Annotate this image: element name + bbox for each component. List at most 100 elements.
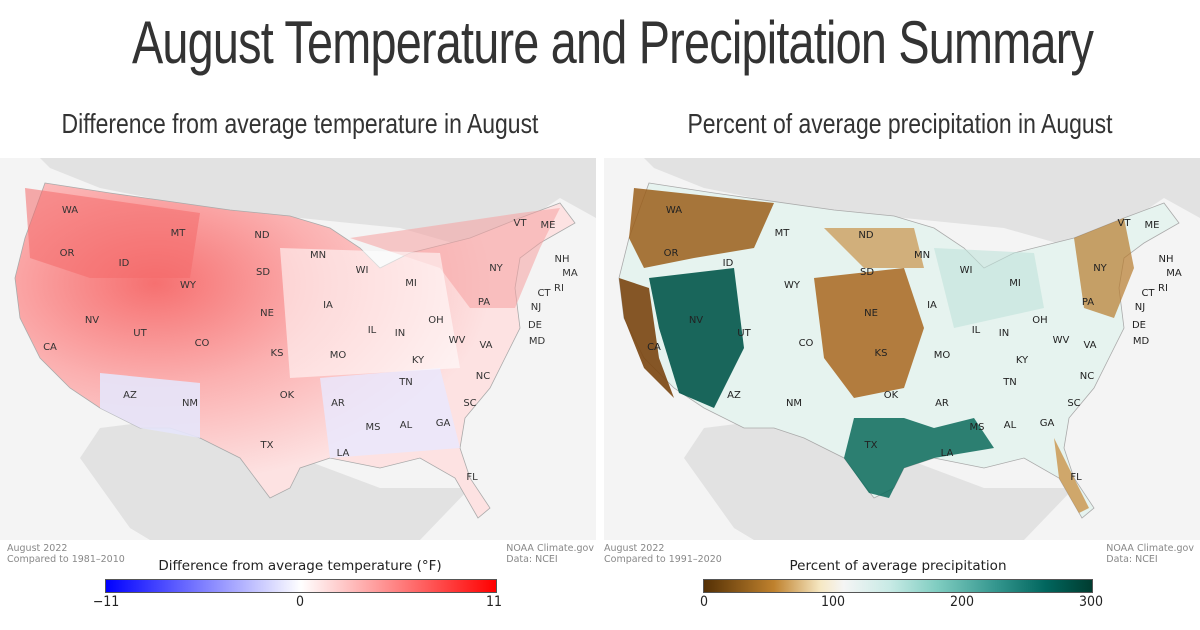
- state-label-nm: NM: [182, 398, 198, 409]
- state-label-co: CO: [195, 338, 210, 349]
- state-label-de: DE: [528, 320, 542, 331]
- state-label-mn: MN: [310, 250, 326, 261]
- state-label-or: OR: [664, 248, 679, 259]
- great-basin-wet-region: [649, 268, 744, 408]
- state-label-fl: FL: [466, 472, 478, 483]
- state-label-wv: WV: [449, 335, 466, 346]
- state-label-nj: NJ: [531, 302, 541, 313]
- precipitation-legend: August 2022 Compared to 1991–2020 NOAA C…: [600, 541, 1200, 630]
- florida-dry-region: [1054, 438, 1089, 513]
- state-label-va: VA: [479, 340, 492, 351]
- state-label-nh: NH: [555, 254, 570, 265]
- temperature-tick-min: −11: [92, 594, 120, 610]
- plains-dry-region: [814, 268, 924, 398]
- state-label-ne: NE: [260, 308, 274, 319]
- state-label-sd: SD: [256, 267, 270, 278]
- gulf-wet-region: [844, 418, 994, 498]
- precipitation-data-source: Data: NCEI: [1106, 554, 1158, 565]
- state-label-wi: WI: [960, 265, 973, 276]
- state-label-mo: MO: [934, 350, 951, 361]
- state-label-tn: TN: [1002, 377, 1017, 388]
- temperature-legend-title: Difference from average temperature (°F): [158, 558, 442, 574]
- northeast-dry-region: [1074, 218, 1134, 318]
- midwest-neutral-region: [280, 248, 460, 378]
- page-title: August Temperature and Precipitation Sum…: [132, 9, 1094, 76]
- state-label-md: MD: [1133, 336, 1150, 347]
- temperature-colorbar: [105, 579, 497, 593]
- state-label-me: ME: [1145, 220, 1160, 231]
- state-label-mt: MT: [775, 228, 791, 239]
- state-label-me: ME: [541, 220, 556, 231]
- precipitation-baseline: Compared to 1991–2020: [604, 554, 722, 565]
- great-lakes-wet-region: [934, 248, 1044, 328]
- state-label-nc: NC: [476, 371, 490, 382]
- state-label-sc: SC: [1067, 398, 1080, 409]
- state-label-nv: NV: [689, 315, 703, 326]
- state-label-al: AL: [1004, 420, 1017, 431]
- state-label-ri: RI: [1158, 283, 1168, 294]
- state-label-ms: MS: [970, 422, 985, 433]
- state-label-pa: PA: [1082, 297, 1094, 308]
- state-label-mo: MO: [330, 350, 347, 361]
- state-label-va: VA: [1083, 340, 1096, 351]
- state-label-nm: NM: [786, 398, 802, 409]
- state-label-wa: WA: [62, 205, 78, 216]
- temperature-legend: August 2022 Compared to 1981–2010 NOAA C…: [0, 541, 600, 630]
- state-label-mn: MN: [914, 250, 930, 261]
- precipitation-map-svg: WA OR CA ID NV MT WY UT AZ CO NM ND SD NE KS OK TX MN IA MO…: [618, 158, 1200, 540]
- state-label-ut: UT: [737, 328, 751, 339]
- state-label-ks: KS: [875, 348, 888, 359]
- state-label-mt: MT: [171, 228, 187, 239]
- state-label-nd: ND: [858, 230, 873, 241]
- state-label-sd: SD: [860, 267, 874, 278]
- state-label-mi: MI: [1009, 278, 1021, 289]
- state-label-id: ID: [119, 258, 130, 269]
- state-label-az: AZ: [123, 390, 137, 401]
- precipitation-tick-0: 0: [699, 594, 709, 610]
- southwest-cool-region: [100, 373, 200, 438]
- state-label-nj: NJ: [1135, 302, 1145, 313]
- state-label-vt: VT: [1118, 218, 1132, 229]
- state-label-ct: CT: [1141, 288, 1155, 299]
- temperature-credit: NOAA Climate.gov: [506, 543, 594, 554]
- state-label-in: IN: [395, 328, 405, 339]
- northwest-warm-region: [25, 188, 200, 278]
- northwest-dry-region: [629, 188, 774, 268]
- state-label-ri: RI: [554, 283, 564, 294]
- state-label-vt: VT: [514, 218, 528, 229]
- state-label-id: ID: [723, 258, 734, 269]
- northeast-warm-region: [350, 208, 560, 308]
- state-label-ny: NY: [489, 263, 503, 274]
- state-label-nc: NC: [1080, 371, 1094, 382]
- state-label-mi: MI: [405, 278, 417, 289]
- canada-land: [644, 158, 1200, 248]
- state-label-ks: KS: [271, 348, 284, 359]
- state-label-ms: MS: [366, 422, 381, 433]
- state-label-oh: OH: [1032, 315, 1047, 326]
- temperature-tick-zero: 0: [295, 594, 305, 610]
- state-label-ky: KY: [1016, 355, 1029, 366]
- state-label-md: MD: [529, 336, 546, 347]
- state-label-ky: KY: [412, 355, 425, 366]
- state-label-wy: WY: [180, 280, 197, 291]
- state-label-ma: MA: [562, 268, 578, 279]
- state-label-ar: AR: [935, 398, 949, 409]
- state-label-ok: OK: [884, 390, 899, 401]
- state-label-il: IL: [368, 325, 377, 336]
- temperature-map-subtitle: Difference from average temperature in A…: [61, 108, 539, 139]
- state-label-ga: GA: [436, 418, 451, 429]
- state-label-il: IL: [972, 325, 981, 336]
- state-label-ut: UT: [133, 328, 147, 339]
- state-label-pa: PA: [478, 297, 490, 308]
- state-label-ia: IA: [323, 300, 333, 311]
- state-label-nv: NV: [85, 315, 99, 326]
- precipitation-colorbar: [703, 579, 1093, 593]
- state-label-al: AL: [400, 420, 413, 431]
- state-label-tn: TN: [398, 377, 413, 388]
- precipitation-tick-100: 100: [820, 594, 846, 610]
- southeast-cool-region: [320, 368, 460, 458]
- precipitation-credit: NOAA Climate.gov: [1106, 543, 1194, 554]
- temperature-tick-max: 11: [485, 594, 503, 610]
- state-label-ca: CA: [647, 342, 661, 353]
- state-label-nh: NH: [1159, 254, 1174, 265]
